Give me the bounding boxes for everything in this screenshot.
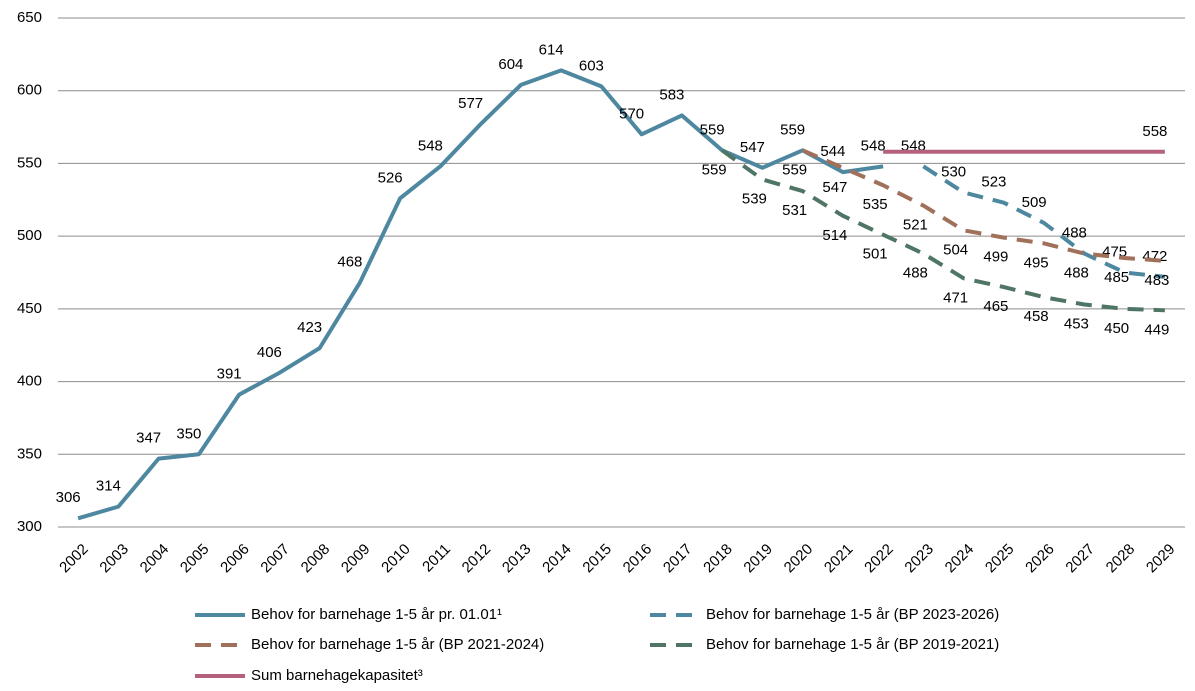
x-tick-label: 2029 xyxy=(1143,541,1179,577)
x-tick-label: 2002 xyxy=(56,541,92,577)
data-label: 559 xyxy=(702,161,727,178)
series-line xyxy=(922,164,1166,279)
data-label: 514 xyxy=(822,227,847,244)
data-label: 449 xyxy=(1144,321,1169,338)
data-label: 472 xyxy=(1142,248,1167,265)
x-tick-label: 2008 xyxy=(298,541,334,577)
x-tick-label: 2024 xyxy=(942,541,978,577)
legend-label: Behov for barnehage 1-5 år (BP 2023-2026… xyxy=(706,606,999,623)
data-label: 453 xyxy=(1064,315,1089,332)
x-tick-label: 2017 xyxy=(660,541,696,577)
data-label: 577 xyxy=(458,95,483,112)
x-tick-label: 2015 xyxy=(579,541,615,577)
data-label: 559 xyxy=(780,121,805,138)
data-label: 501 xyxy=(863,246,888,263)
data-label: 547 xyxy=(822,179,847,196)
data-label: 530 xyxy=(941,163,966,180)
data-label: 526 xyxy=(378,169,403,186)
x-tick-label: 2005 xyxy=(177,541,213,577)
x-tick-label: 2025 xyxy=(982,541,1018,577)
data-label: 350 xyxy=(176,425,201,442)
data-label: 488 xyxy=(903,265,928,282)
x-tick-label: 2016 xyxy=(620,541,656,577)
y-tick-label: 600 xyxy=(17,82,42,99)
data-label: 488 xyxy=(1062,225,1087,242)
x-tick-label: 2026 xyxy=(1022,541,1058,577)
y-tick-label: 550 xyxy=(17,154,42,171)
data-label: 347 xyxy=(136,430,161,447)
data-label: 391 xyxy=(217,366,242,383)
x-tick-label: 2023 xyxy=(901,541,937,577)
x-tick-label: 2012 xyxy=(459,541,495,577)
x-tick-label: 2027 xyxy=(1062,541,1098,577)
data-label: 483 xyxy=(1144,272,1169,289)
x-tick-label: 2007 xyxy=(257,541,293,577)
y-tick-label: 450 xyxy=(17,300,42,317)
series-line xyxy=(801,148,1166,263)
data-label: 614 xyxy=(539,41,564,58)
data-label: 488 xyxy=(1064,265,1089,282)
y-tick-label: 350 xyxy=(17,445,42,462)
x-tick-label: 2010 xyxy=(378,541,414,577)
data-label: 485 xyxy=(1104,269,1129,286)
data-label: 523 xyxy=(981,174,1006,191)
data-label: 504 xyxy=(943,241,968,258)
y-tick-label: 300 xyxy=(17,518,42,535)
x-tick-label: 2009 xyxy=(338,541,374,577)
x-tick-label: 2011 xyxy=(419,541,454,576)
data-label: 499 xyxy=(983,249,1008,266)
data-label: 570 xyxy=(619,105,644,122)
x-tick-label: 2022 xyxy=(861,541,897,577)
legend-label: Behov for barnehage 1-5 år (BP 2019-2021… xyxy=(706,636,999,653)
data-label: 531 xyxy=(782,202,807,219)
data-label: 465 xyxy=(983,298,1008,315)
series-line xyxy=(720,148,1165,313)
legend-label: Behov for barnehage 1-5 år pr. 01.01¹ xyxy=(251,606,502,623)
data-label: 548 xyxy=(418,137,443,154)
data-label: 306 xyxy=(56,489,81,506)
data-label: 559 xyxy=(782,161,807,178)
x-tick-label: 2028 xyxy=(1103,541,1139,577)
data-label: 539 xyxy=(742,190,767,207)
data-label: 521 xyxy=(903,217,928,234)
x-tick-label: 2004 xyxy=(137,541,173,577)
x-tick-label: 2013 xyxy=(499,541,535,577)
data-label: 547 xyxy=(740,139,765,156)
data-label: 471 xyxy=(943,289,968,306)
x-tick-label: 2003 xyxy=(96,541,132,577)
series-line xyxy=(77,68,884,521)
data-label: 583 xyxy=(659,86,684,103)
data-label: 548 xyxy=(861,137,886,154)
data-label: 458 xyxy=(1024,308,1049,325)
data-label: 544 xyxy=(820,143,845,160)
y-tick-label: 650 xyxy=(17,9,42,26)
x-tick-label: 2021 xyxy=(821,541,857,577)
data-label: 558 xyxy=(1142,123,1167,140)
legend-label: Sum barnehagekapasitet³ xyxy=(251,667,423,684)
x-tick-label: 2014 xyxy=(539,541,575,577)
data-label: 535 xyxy=(863,196,888,213)
data-label: 559 xyxy=(700,121,725,138)
data-label: 603 xyxy=(579,57,604,74)
x-tick-label: 2018 xyxy=(700,541,736,577)
legend-label: Behov for barnehage 1-5 år (BP 2021-2024… xyxy=(251,636,544,653)
y-tick-label: 400 xyxy=(17,373,42,390)
data-label: 406 xyxy=(257,344,282,361)
data-label: 468 xyxy=(337,254,362,271)
x-tick-label: 2020 xyxy=(781,541,817,577)
data-label: 509 xyxy=(1022,194,1047,211)
data-label: 604 xyxy=(498,56,523,73)
y-tick-label: 500 xyxy=(17,227,42,244)
x-tick-label: 2006 xyxy=(217,541,253,577)
data-label: 423 xyxy=(297,319,322,336)
data-label: 450 xyxy=(1104,320,1129,337)
x-tick-label: 2019 xyxy=(740,541,776,577)
data-label: 495 xyxy=(1024,254,1049,271)
data-label: 314 xyxy=(96,478,121,495)
